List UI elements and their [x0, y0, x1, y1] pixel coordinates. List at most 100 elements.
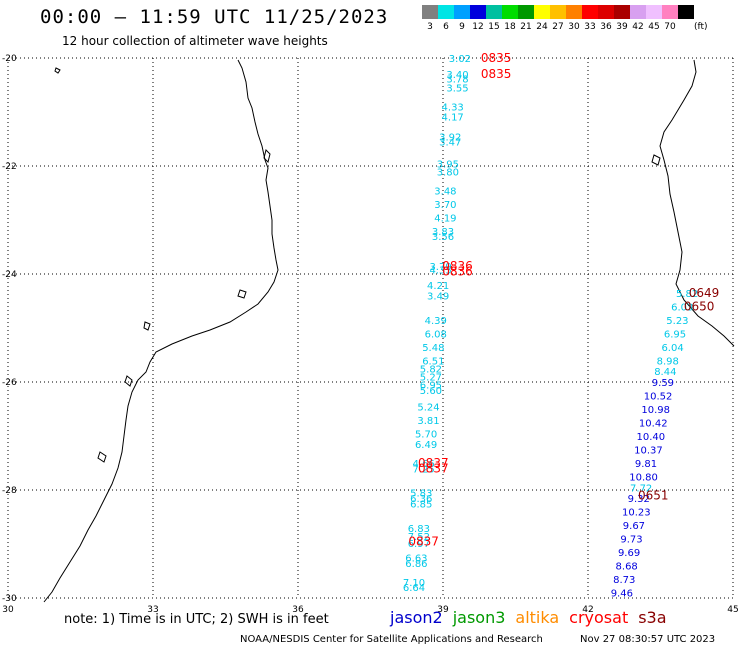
- legend-entry-s3a: s3a: [638, 608, 667, 627]
- wave-height-value: 3.70: [434, 200, 456, 211]
- wave-height-value: 5.27: [420, 373, 442, 384]
- source-credit: NOAA/NESDIS Center for Satellite Applica…: [240, 634, 543, 645]
- legend-entry-altika: altika: [515, 608, 560, 627]
- wave-height-value: 5.48: [422, 343, 444, 354]
- colorbar-tick-label: 45: [648, 22, 660, 32]
- colorbar-cell: 27: [550, 5, 566, 32]
- satellite-legend: jason2 jason3 altika cryosat s3a: [390, 608, 677, 627]
- wave-height-labels: 3.02 3.403.783.55 4.334.17 3.923.47 3.953.80…: [403, 54, 698, 600]
- generated-timestamp: Nov 27 08:30:57 UTC 2023: [580, 634, 716, 645]
- wave-height-value: 3.80: [437, 167, 459, 178]
- wave-height-value: 9.81: [635, 459, 657, 470]
- wave-height-value: 9.67: [623, 521, 645, 532]
- wave-height-value: 3.40: [446, 70, 468, 81]
- madagascar-coastline: [659, 59, 735, 347]
- note-text: note: 1) Time is in UTC; 2) SWH is in fe…: [64, 612, 329, 627]
- island-bazaruto: [263, 149, 271, 163]
- colorbar-cell: 15: [486, 5, 502, 32]
- wave-height-value: 10.37: [634, 446, 663, 457]
- island-ring: [54, 67, 61, 74]
- colorbar-tick-label: 12: [472, 22, 484, 32]
- wave-height-value: 7.72: [630, 483, 652, 494]
- wave-height-value: 6.04: [661, 343, 683, 354]
- pass-time-label: 0837: [418, 456, 449, 470]
- colorbar-cell: 33: [582, 5, 598, 32]
- island-inhaca: [143, 321, 151, 331]
- colorbar-cell: 39: [614, 5, 630, 32]
- lon-tick-label: 30: [2, 605, 14, 615]
- wave-height-value: 10.52: [644, 392, 673, 403]
- wave-height-value: 4.33: [442, 103, 464, 114]
- wave-height-value: 3.56: [432, 232, 454, 243]
- colorbar-cell: 70: [662, 5, 678, 32]
- colorbar-tick-label: 33: [584, 22, 596, 32]
- pass-time-label: 0837: [418, 461, 449, 475]
- colorbar-unit-label: (ft): [694, 22, 708, 32]
- wave-height-value: 6.64: [403, 583, 425, 594]
- colorbar-cell: 45: [646, 5, 662, 32]
- wave-height-value: 6.36: [410, 494, 432, 505]
- wave-height-value: 3.83: [432, 227, 454, 238]
- colorbar-cell: (ft): [678, 5, 708, 32]
- wave-height-value: 8.68: [616, 562, 638, 573]
- wave-height-value: 3.55: [446, 84, 468, 95]
- colorbar-cell: 9: [454, 5, 470, 32]
- wave-height-value: 4.35: [429, 266, 451, 277]
- wave-height-value: 5.24: [417, 402, 439, 413]
- colorbar-cell: 18: [502, 5, 518, 32]
- island-small-3: [124, 375, 133, 387]
- wave-height-value: 5.82: [676, 289, 698, 300]
- colorbar-tick-label: 6: [443, 22, 449, 32]
- colorbar-cell: 36: [598, 5, 614, 32]
- colorbar-tick-label: 21: [520, 22, 532, 32]
- pass-time-label: 0651: [638, 488, 669, 502]
- pass-time-label: 0837: [408, 534, 439, 548]
- wave-height-value: 6.08: [425, 329, 447, 340]
- wave-height-value: 4.66: [413, 459, 435, 470]
- pass-time-label: 0836: [442, 264, 473, 278]
- wave-height-value: 6.83: [408, 524, 430, 535]
- wave-height-value: 10.42: [639, 419, 668, 430]
- colorbar-tick-label: 42: [632, 22, 644, 32]
- wave-height-value: 10.80: [629, 473, 658, 484]
- pass-time-label: 0835: [481, 67, 512, 81]
- colorbar-tick-label: 30: [568, 22, 580, 32]
- colorbar-tick-label: 3: [427, 22, 433, 32]
- colorbar-tick-label: 15: [488, 22, 500, 32]
- colorbar-cell: 12: [470, 5, 486, 32]
- colorbar-tick-label: 36: [600, 22, 612, 32]
- wave-height-value: 6.03: [671, 302, 693, 313]
- lat-tick-label: -30: [2, 594, 17, 604]
- lon-tick-label: 42: [582, 605, 593, 615]
- wave-height-value: 9.69: [618, 548, 640, 559]
- wave-height-value: 6.85: [410, 500, 432, 511]
- wave-height-value: 3.48: [434, 186, 456, 197]
- colorbar-cell: 3: [422, 5, 438, 32]
- lon-tick-label: 36: [292, 605, 304, 615]
- wave-height-value: 9.59: [652, 378, 674, 389]
- wave-height-value: 3.78: [446, 75, 468, 86]
- wave-height-colorbar: 3 6 9 12 15 18 21 24 27 30 33 36 39 42 45 70 (ft): [422, 5, 708, 32]
- wave-height-value: 9.32: [628, 494, 650, 505]
- wave-height-value: 4.39: [425, 316, 447, 327]
- colorbar-cell: 6: [438, 5, 454, 32]
- pass-time-label: 0836: [442, 259, 473, 273]
- wave-height-value: 3.95: [437, 159, 459, 170]
- lon-tick-label: 45: [727, 605, 738, 615]
- wave-height-value: 9.46: [611, 589, 633, 600]
- wave-height-value: 6.95: [420, 381, 442, 392]
- wave-height-value: 5.23: [666, 316, 688, 327]
- legend-entry-jason2: jason2: [390, 608, 443, 627]
- wave-height-value: 10.98: [641, 405, 670, 416]
- lon-tick-label: 33: [147, 605, 158, 615]
- colorbar-cell: 24: [534, 5, 550, 32]
- colorbar-tick-label: 18: [504, 22, 516, 32]
- wave-height-value: 3.92: [439, 132, 461, 143]
- wave-height-value: 4.19: [434, 213, 456, 224]
- legend-entry-jason3: jason3: [452, 608, 506, 627]
- wave-height-value: 3.81: [417, 416, 439, 427]
- wave-height-value: 6.63: [405, 554, 427, 565]
- legend-entry-cryosat: cryosat: [569, 608, 629, 627]
